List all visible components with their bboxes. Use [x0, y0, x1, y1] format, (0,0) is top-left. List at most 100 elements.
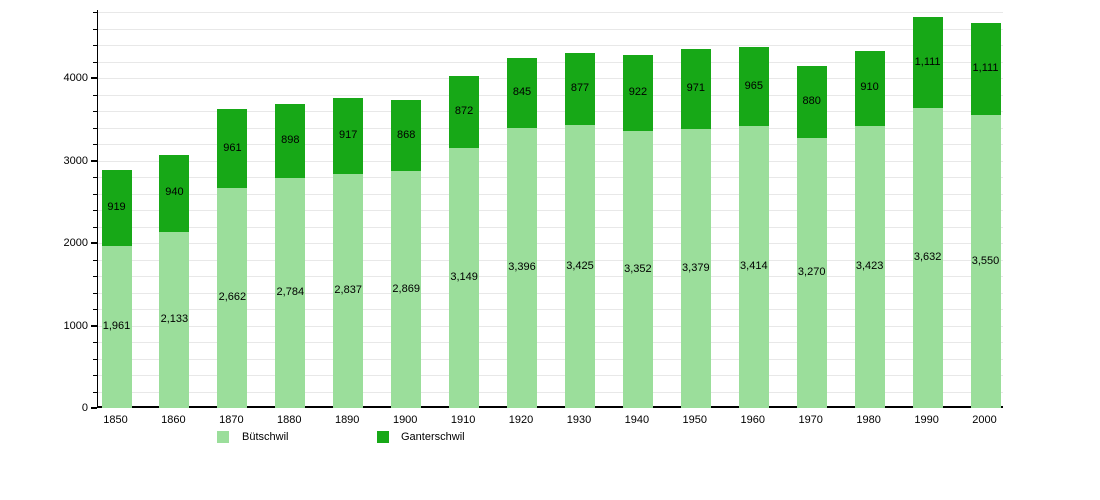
- y-axis-tick: [93, 391, 97, 393]
- bar-value-label-butschwil: 2,133: [160, 313, 189, 325]
- x-axis-label: 1930: [566, 414, 592, 426]
- bar-value-label-ganterschwil: 845: [512, 86, 532, 98]
- gridline: [98, 243, 1003, 244]
- bar-segment-ganterschwil: [912, 16, 943, 109]
- x-axis-label: 1890: [334, 414, 360, 426]
- y-axis-label: 0: [81, 402, 88, 414]
- y-axis-label: 1000: [63, 319, 88, 332]
- gridline: [98, 292, 1003, 294]
- y-axis-tick: [93, 111, 97, 112]
- bar-value-label-butschwil: 2,869: [392, 282, 420, 295]
- bar-value-label-ganterschwil: 868: [397, 128, 416, 141]
- bar-segment-ganterschwil: [970, 23, 1001, 116]
- gridline: [98, 309, 1003, 310]
- bar-value-label-butschwil: 2,784: [276, 286, 305, 299]
- x-axis-label: 2000: [972, 414, 997, 426]
- x-axis-label: 1980: [856, 414, 881, 426]
- bar-value-label-butschwil: 3,149: [450, 271, 478, 284]
- bar-segment-ganterschwil: [333, 98, 364, 174]
- gridline: [98, 358, 1003, 360]
- y-axis-tick: [91, 324, 97, 327]
- y-axis-tick: [91, 159, 97, 162]
- bar-segment-ganterschwil: [391, 99, 422, 172]
- bar-value-label-ganterschwil: 922: [628, 86, 648, 99]
- bar-value-label-ganterschwil: 880: [802, 94, 821, 107]
- bar-segment-butschwil: [622, 131, 653, 408]
- bar-segment-ganterschwil: [449, 76, 480, 149]
- legend-label-ganterschwil: Ganterschwil: [401, 431, 465, 443]
- y-axis-tick: [93, 28, 97, 30]
- gridline: [98, 259, 1003, 261]
- bar-segment-butschwil: [275, 178, 306, 408]
- y-axis-tick: [93, 342, 97, 343]
- legend-swatch-ganterschwil: [377, 431, 389, 443]
- y-axis-tick: [93, 276, 97, 277]
- bar-value-label-butschwil: 3,352: [624, 262, 652, 275]
- gridline: [98, 177, 1003, 178]
- bar-value-label-butschwil: 2,837: [334, 284, 362, 296]
- legend-label-butschwil: Bütschwil: [242, 431, 289, 443]
- bar-value-label-ganterschwil: 877: [570, 82, 590, 95]
- gridline: [98, 375, 1003, 376]
- bar-segment-butschwil: [738, 126, 769, 408]
- y-axis-tick: [91, 407, 97, 409]
- bar-value-label-butschwil: 3,423: [855, 259, 884, 272]
- y-axis-tick: [93, 61, 97, 63]
- bar-segment-ganterschwil: [275, 104, 306, 179]
- gridline: [98, 94, 1003, 96]
- gridline: [98, 210, 1003, 211]
- bar-value-label-butschwil: 1,961: [102, 320, 131, 333]
- x-axis-label: 1900: [392, 414, 418, 426]
- gridline: [98, 160, 1003, 162]
- bar-value-label-ganterschwil: 1,111: [914, 55, 941, 68]
- y-axis-tick: [93, 94, 97, 96]
- bar-segment-ganterschwil: [854, 50, 885, 126]
- y-axis-label: 2000: [63, 237, 88, 249]
- gridline: [98, 28, 1003, 30]
- y-axis-tick: [93, 193, 97, 195]
- gridline: [98, 127, 1003, 129]
- gridline: [98, 144, 1003, 145]
- gridline: [98, 12, 1003, 13]
- bar-segment-butschwil: [854, 125, 885, 408]
- x-axis-label: 1880: [277, 414, 302, 426]
- bar-segment-ganterschwil: [159, 154, 190, 233]
- y-axis-tick: [93, 210, 97, 211]
- bar-segment-ganterschwil: [507, 58, 537, 128]
- y-axis-tick: [93, 226, 97, 228]
- bar-value-label-butschwil: 3,425: [566, 259, 594, 272]
- bar-value-label-ganterschwil: 910: [860, 81, 879, 93]
- y-axis-tick: [93, 358, 97, 360]
- bar-value-label-butschwil: 3,632: [913, 251, 942, 264]
- bar-value-label-ganterschwil: 1,111: [972, 62, 999, 75]
- bar-value-label-butschwil: 3,414: [740, 260, 768, 273]
- gridline: [98, 78, 1003, 79]
- bar-value-label-butschwil: 3,550: [971, 254, 1000, 267]
- bar-segment-butschwil: [449, 148, 480, 408]
- x-axis-label: 1970: [798, 414, 823, 426]
- bar-segment-butschwil: [333, 173, 364, 408]
- y-axis-label: 3000: [63, 154, 88, 167]
- bar-segment-butschwil: [391, 171, 422, 408]
- bar-segment-butschwil: [507, 127, 537, 408]
- bar-value-label-ganterschwil: 971: [686, 82, 705, 95]
- y-axis-tick: [91, 77, 97, 79]
- y-axis-tick: [93, 12, 97, 13]
- gridline: [98, 276, 1003, 277]
- bar-segment-butschwil: [912, 108, 943, 408]
- y-axis-tick: [93, 259, 97, 261]
- bar-value-label-ganterschwil: 940: [165, 186, 184, 199]
- x-axis-label: 1910: [450, 414, 476, 426]
- y-axis-tick: [93, 127, 97, 129]
- gridline: [98, 193, 1003, 195]
- bar-segment-ganterschwil: [565, 53, 595, 126]
- bar-value-label-ganterschwil: 961: [223, 141, 242, 154]
- bar-value-label-butschwil: 3,396: [508, 260, 536, 273]
- gridline: [98, 111, 1003, 112]
- bar-segment-ganterschwil: [101, 170, 132, 247]
- bar-value-label-butschwil: 2,662: [218, 291, 247, 304]
- bar-segment-butschwil: [101, 246, 132, 408]
- y-axis-tick: [93, 375, 97, 376]
- bar-segment-ganterschwil: [796, 65, 827, 139]
